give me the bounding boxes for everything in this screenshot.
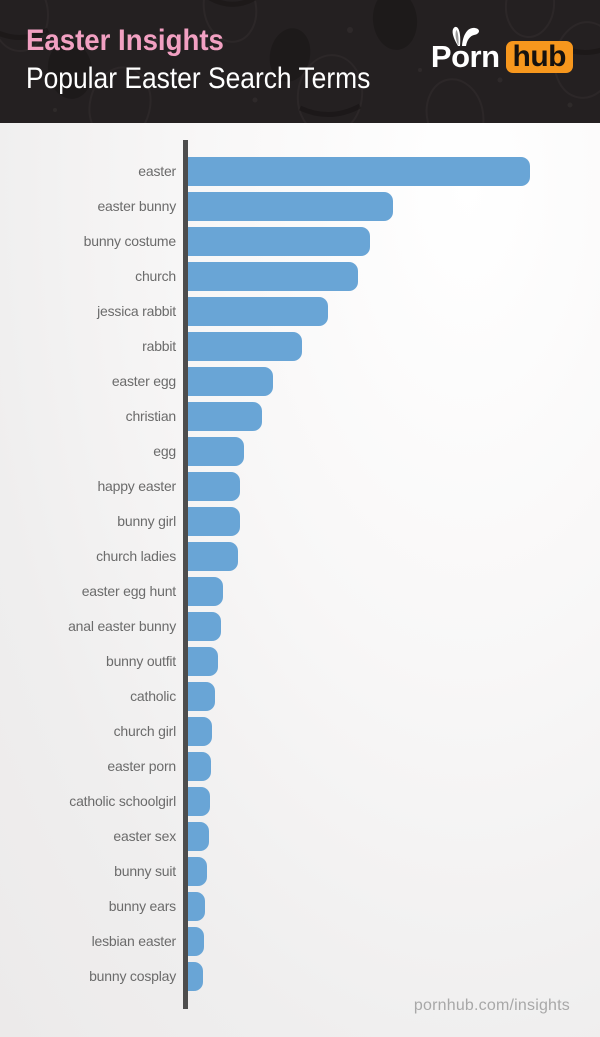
bar-easter-egg [188, 367, 273, 396]
category-label: happy easter [97, 478, 176, 494]
category-label: christian [125, 408, 177, 424]
chart-row: catholic schoolgirl [0, 787, 600, 816]
chart-row: rabbit [0, 332, 600, 361]
bar-catholic [188, 682, 215, 711]
bar-christian [188, 402, 262, 431]
bar-church-ladies [188, 542, 238, 571]
header-banner: Easter Insights Popular Easter Search Te… [0, 0, 600, 123]
bar-bunny-cosplay [188, 962, 203, 991]
chart-row: church ladies [0, 542, 600, 571]
category-label: easter egg [111, 373, 176, 389]
category-label: easter [138, 163, 176, 179]
chart-row: bunny costume [0, 227, 600, 256]
bar-rabbit [188, 332, 302, 361]
chart-row: easter egg [0, 367, 600, 396]
bar-easter-bunny [188, 192, 393, 221]
category-label: anal easter bunny [68, 618, 176, 634]
bunny-ears-icon [452, 26, 479, 46]
bar-anal-easter-bunny [188, 612, 221, 641]
bar-church-girl [188, 717, 212, 746]
category-label: easter sex [113, 828, 176, 844]
category-label: church ladies [96, 548, 176, 564]
chart-row: bunny suit [0, 857, 600, 886]
chart-row: lesbian easter [0, 927, 600, 956]
chart-row: easter porn [0, 752, 600, 781]
chart-row: catholic [0, 682, 600, 711]
category-label: catholic schoolgirl [69, 793, 176, 809]
chart-row: jessica rabbit [0, 297, 600, 326]
chart-row: egg [0, 437, 600, 466]
category-label: easter bunny [97, 198, 176, 214]
bar-catholic-schoolgirl [188, 787, 210, 816]
bar-happy-easter [188, 472, 240, 501]
category-label: jessica rabbit [97, 303, 176, 319]
category-label: bunny cosplay [89, 968, 176, 984]
bar-bunny-outfit [188, 647, 218, 676]
bar-bunny-suit [188, 857, 207, 886]
chart-row: easter egg hunt [0, 577, 600, 606]
category-label: bunny ears [108, 898, 176, 914]
chart-row: bunny outfit [0, 647, 600, 676]
category-label: lesbian easter [91, 933, 177, 949]
chart-row: easter sex [0, 822, 600, 851]
category-label: catholic [130, 688, 176, 704]
chart-row: bunny cosplay [0, 962, 600, 991]
category-label: church [135, 268, 176, 284]
chart-rows: easter easter bunny bunny costume church jes… [0, 157, 600, 997]
category-label: easter porn [107, 758, 176, 774]
footer-url: pornhub.com/insights [413, 997, 570, 1014]
chart-row: bunny girl [0, 507, 600, 536]
chart-row: church [0, 262, 600, 291]
bar-easter-porn [188, 752, 211, 781]
bar-egg [188, 437, 244, 466]
logo-hub-badge: hub [505, 41, 573, 73]
bar-bunny-costume [188, 227, 370, 256]
bar-easter-sex [188, 822, 209, 851]
chart-row: easter bunny [0, 192, 600, 221]
bar-bunny-ears [188, 892, 205, 921]
category-label: egg [153, 443, 176, 459]
chart-row: christian [0, 402, 600, 431]
bar-church [188, 262, 358, 291]
chart-row: bunny ears [0, 892, 600, 921]
category-label: rabbit [142, 338, 176, 354]
logo-porn-text: Porn [431, 26, 500, 72]
y-axis-line [183, 140, 188, 1009]
category-label: church girl [113, 723, 177, 739]
category-label: bunny outfit [106, 653, 176, 669]
chart-row: easter [0, 157, 600, 186]
category-label: easter egg hunt [81, 583, 176, 599]
pornhub-logo: Porn hub [431, 26, 573, 73]
bar-bunny-girl [188, 507, 240, 536]
category-label: bunny suit [114, 863, 176, 879]
bar-easter [188, 157, 530, 186]
page-title: Easter Insights [26, 24, 224, 57]
bar-lesbian-easter [188, 927, 204, 956]
bar-jessica-rabbit [188, 297, 328, 326]
bar-easter-egg-hunt [188, 577, 223, 606]
page-subtitle: Popular Easter Search Terms [26, 62, 371, 95]
chart-row: church girl [0, 717, 600, 746]
category-label: bunny costume [83, 233, 177, 249]
chart-row: happy easter [0, 472, 600, 501]
category-label: bunny girl [117, 513, 176, 529]
chart-row: anal easter bunny [0, 612, 600, 641]
